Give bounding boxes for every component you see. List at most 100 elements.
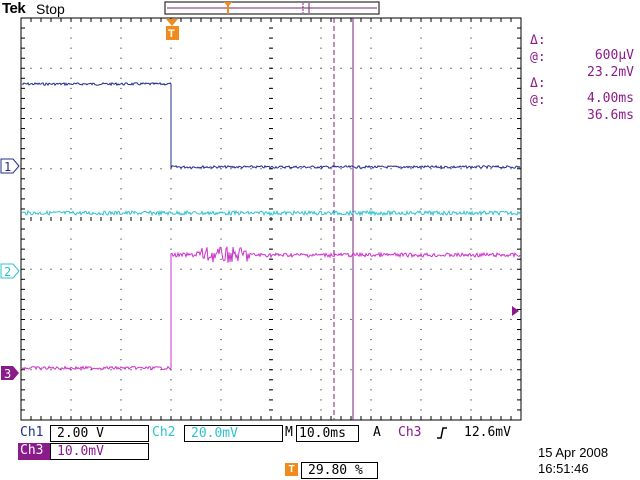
grid-dot	[140, 168, 142, 170]
grid-dot	[370, 369, 372, 371]
grid-dot	[230, 268, 232, 270]
cursor-lines[interactable]	[333, 18, 354, 420]
grid-dot	[470, 148, 472, 150]
delta-v-value: 600µV	[594, 48, 634, 63]
grid-dot	[80, 118, 82, 119]
grid-dot	[120, 409, 122, 411]
grid-dot	[200, 118, 202, 119]
trigger-level[interactable]: 12.6mV	[464, 425, 511, 440]
grid-dot	[280, 319, 282, 320]
grid-dot	[190, 67, 192, 69]
ch3-scale[interactable]: 10.0mV	[50, 443, 149, 460]
grid-dot	[450, 369, 452, 371]
grid-dot	[120, 349, 122, 351]
ch1-scale[interactable]: 2.00 V	[50, 425, 149, 442]
ch1-label[interactable]: Ch1	[20, 425, 44, 440]
grid-dot	[120, 67, 122, 69]
grid-dot	[430, 118, 432, 119]
grid-dot	[220, 369, 222, 371]
grid-dot	[170, 198, 172, 200]
grid-dot	[460, 268, 462, 270]
ch2-ground-marker[interactable]: 2	[0, 263, 20, 279]
grid-dot	[150, 67, 152, 69]
grid-dot	[420, 168, 422, 170]
grid-dot	[170, 389, 172, 391]
trigger-source[interactable]: Ch3	[398, 425, 422, 440]
grid-dot	[490, 369, 492, 371]
grid-dot	[160, 118, 162, 119]
grid-dot	[220, 389, 222, 391]
grid-dot	[370, 77, 372, 79]
grid-dot	[290, 319, 292, 320]
grid-dot	[430, 168, 432, 170]
grid-dot	[260, 67, 262, 69]
grid-dot	[90, 319, 92, 320]
grid-dot	[380, 319, 382, 320]
grid-dot	[350, 67, 352, 69]
grid-dot	[30, 118, 32, 119]
grid-dot	[220, 148, 222, 150]
grid-dot	[70, 148, 72, 150]
grid-dot	[500, 118, 502, 119]
trigger-mode: A	[373, 425, 381, 440]
grid-dot	[140, 268, 142, 270]
ch1-waveform	[21, 81, 521, 170]
grid-dot	[330, 168, 332, 170]
time: 16:51:46	[538, 461, 589, 476]
grid-dot	[290, 118, 292, 119]
trigger-level-marker[interactable]	[512, 306, 519, 316]
grid-dot	[470, 97, 472, 99]
grid-dot	[70, 178, 72, 180]
grid-dot	[500, 319, 502, 320]
grid-dot	[460, 118, 462, 119]
grid-dot	[340, 268, 342, 270]
grid-dot	[220, 329, 222, 331]
grid-dot	[480, 118, 482, 119]
grid-dot	[470, 359, 472, 361]
grid-dot	[450, 67, 452, 69]
grid-dot	[500, 67, 502, 69]
grid-dot	[330, 118, 332, 119]
ch1-ground-marker[interactable]: 1	[0, 158, 20, 174]
grid-dot	[60, 168, 62, 170]
grid-dot	[450, 319, 452, 320]
grid-dot	[420, 148, 422, 150]
grid-dot	[420, 409, 422, 411]
grid-dot	[470, 248, 472, 250]
trigger-position-marker[interactable]: T	[166, 19, 179, 40]
grid-dot	[80, 168, 82, 170]
grid-dot	[140, 118, 142, 119]
grid-dot	[370, 128, 372, 130]
grid-dot	[420, 178, 422, 180]
channel-markers[interactable]: 1 2 3 T	[0, 19, 519, 381]
grid-dot	[220, 278, 222, 280]
grid-dot	[420, 308, 422, 310]
timebase-value[interactable]: 10.0ms	[296, 425, 359, 442]
grid-dot	[420, 278, 422, 280]
grid-dot	[320, 228, 322, 230]
ch2-label[interactable]: Ch2	[152, 425, 176, 440]
grid-dot	[340, 67, 342, 69]
grid-dot	[70, 97, 72, 99]
grid-dot	[380, 268, 382, 270]
at-voltage-row: @: 23.2mV	[530, 35, 638, 80]
grid-dot	[320, 248, 322, 250]
grid-dot	[420, 47, 422, 49]
grid-dot	[240, 67, 242, 69]
grid-dot	[480, 168, 482, 170]
ch3-ground-marker[interactable]: 3	[1, 366, 19, 381]
grid-dot	[100, 268, 102, 270]
grid-dot	[330, 369, 332, 371]
grid-dot	[170, 188, 172, 190]
ch3-label[interactable]: Ch3	[18, 443, 50, 460]
grid-dot	[470, 349, 472, 351]
grid-dot	[40, 168, 42, 170]
grid-dot	[370, 268, 372, 270]
grid-dot	[320, 319, 322, 320]
grid-dot	[70, 389, 72, 391]
grid-dot	[340, 168, 342, 170]
ch2-scale[interactable]: 20.0mV	[184, 425, 283, 442]
trigger-position[interactable]: 29.80 %	[301, 462, 378, 479]
grid-dot	[70, 339, 72, 341]
grid-dot	[320, 138, 322, 140]
